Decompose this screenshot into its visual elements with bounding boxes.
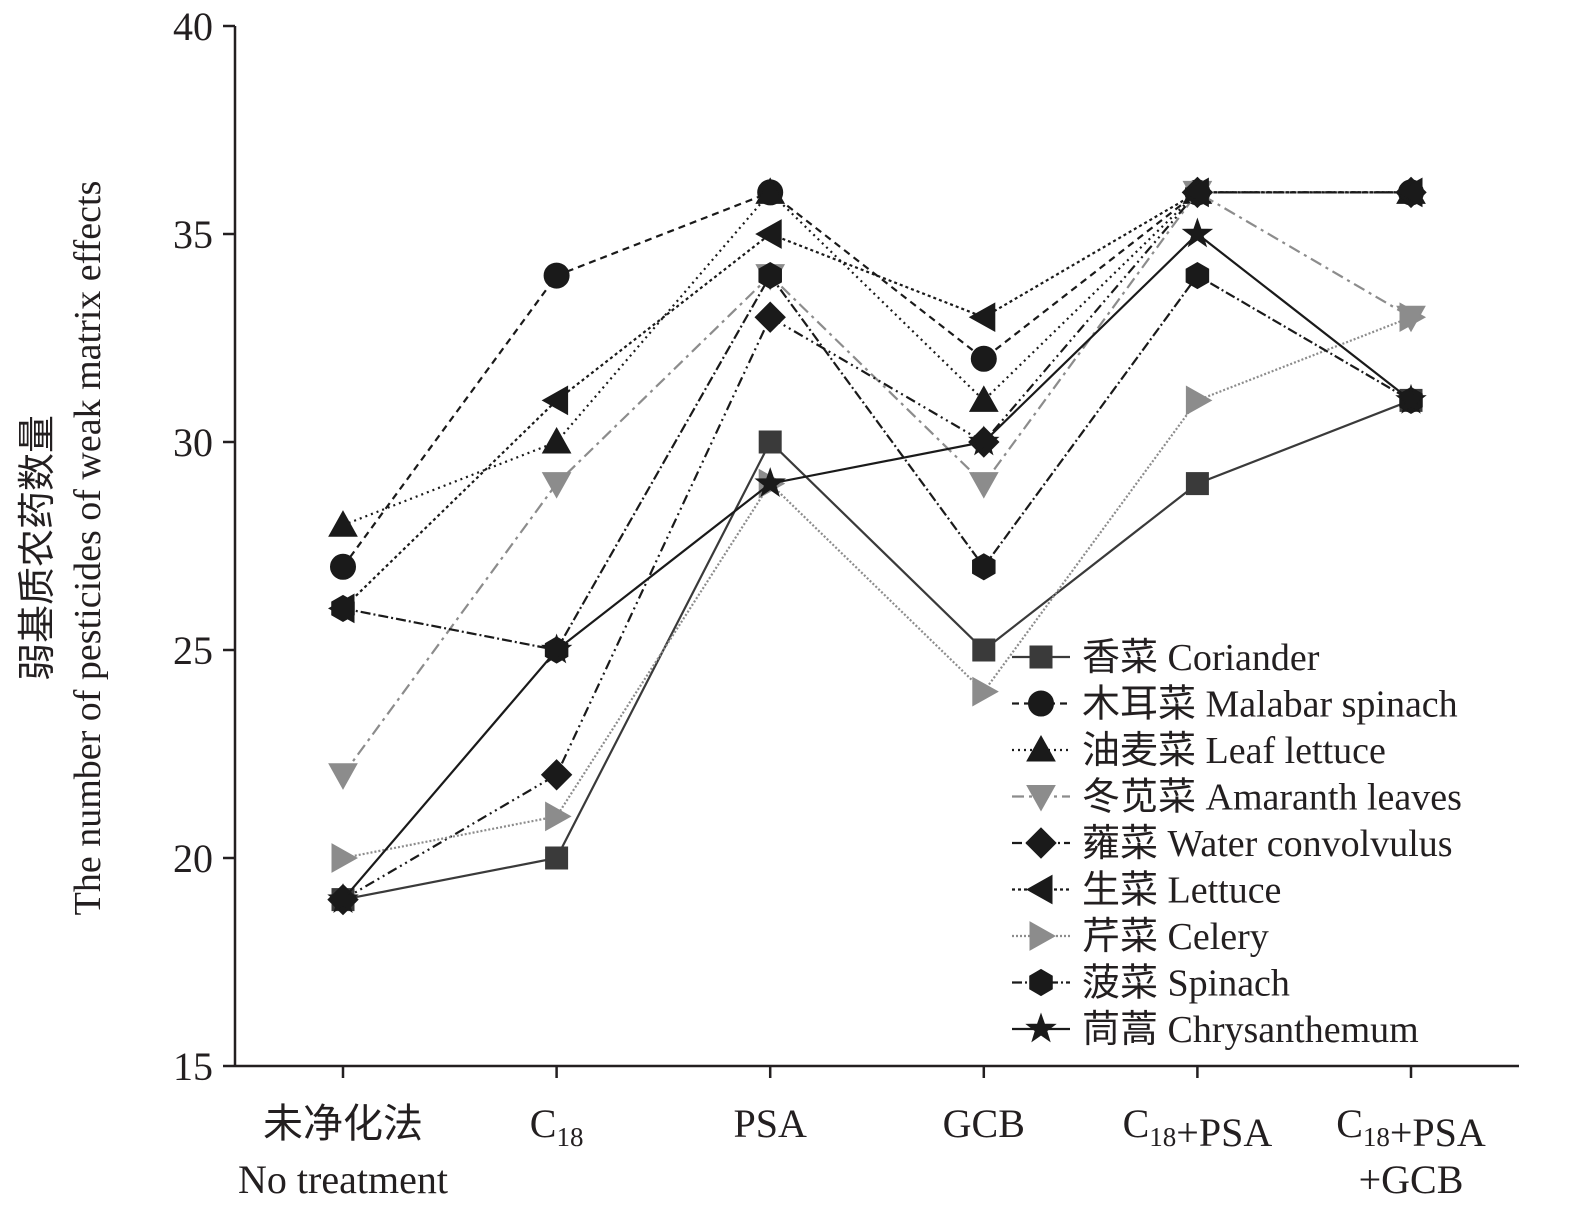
y-tick-label: 30 — [173, 420, 213, 465]
data-point-triangle-left — [755, 219, 782, 249]
legend-label: 菠菜 Spinach — [1082, 963, 1290, 1005]
data-point-diamond — [1025, 827, 1057, 859]
data-point-square — [758, 430, 782, 454]
data-point-triangle-left — [1025, 874, 1053, 905]
x-category-label: GCB — [943, 1101, 1025, 1146]
legend-item: 木耳菜 Malabar spinach — [1012, 684, 1458, 726]
y-tick-label: 40 — [173, 4, 213, 49]
data-point-square — [1185, 472, 1209, 496]
legend-item: 生菜 Lettuce — [1012, 870, 1281, 912]
legend-label: 冬苋菜 Amaranth leaves — [1082, 777, 1462, 819]
series-3 — [328, 177, 1426, 537]
data-point-star — [1395, 383, 1427, 414]
legend-label: 木耳菜 Malabar spinach — [1082, 684, 1458, 726]
legend-label: 茼蒿 Chrysanthemum — [1082, 1009, 1419, 1051]
x-category-label: C18 — [530, 1101, 584, 1152]
data-point-triangle-right — [1029, 921, 1057, 951]
x-category-label: 未净化法 — [263, 1101, 423, 1146]
data-point-star — [968, 425, 1000, 456]
data-point-triangle-up — [968, 385, 999, 412]
data-point-star — [327, 883, 359, 913]
legend-label: 生菜 Lettuce — [1082, 870, 1281, 912]
series-line — [342, 273, 1412, 652]
data-point-star — [540, 633, 573, 664]
legend-label: 蕹菜 Water convolvulus — [1082, 823, 1453, 865]
data-point-triangle-up — [541, 426, 572, 454]
series-layer — [327, 176, 1427, 916]
x-category-label-line2: +GCB — [1359, 1157, 1464, 1202]
series-line — [342, 399, 1412, 901]
series-6 — [327, 177, 1423, 624]
data-point-square — [972, 638, 996, 662]
data-point-triangle-right — [331, 843, 359, 873]
axes — [233, 26, 1519, 1068]
legend-label: 芹菜 Celery — [1082, 916, 1269, 958]
y-tick-label: 20 — [173, 836, 213, 881]
x-category-label-line2: No treatment — [238, 1157, 448, 1202]
legend-label: 香菜 Coriander — [1082, 637, 1320, 679]
x-category-label: C18+PSA — [1336, 1101, 1486, 1155]
legend-item: 香菜 Coriander — [1012, 637, 1320, 679]
data-point-triangle-right — [545, 801, 572, 832]
data-point-circle — [970, 345, 997, 372]
data-point-diamond — [540, 759, 573, 791]
legend-item: 冬苋菜 Amaranth leaves — [1012, 777, 1462, 819]
data-point-triangle-down — [1026, 785, 1056, 812]
series-line — [342, 190, 1411, 527]
data-point-square — [1029, 645, 1053, 669]
data-point-triangle-right — [1185, 385, 1213, 416]
series-line — [342, 191, 1411, 610]
data-point-diamond — [754, 301, 786, 333]
y-axis-title-zh: 弱基质农药数量 — [17, 415, 59, 681]
data-point-circle — [1028, 690, 1054, 717]
data-point-circle — [543, 262, 570, 289]
y-tick-label: 15 — [173, 1044, 213, 1089]
data-point-triangle-up — [1026, 734, 1056, 762]
series-line — [342, 316, 1412, 860]
data-point-triangle-up — [328, 510, 358, 537]
data-point-triangle-left — [541, 385, 569, 416]
data-point-hexagon — [1185, 262, 1210, 290]
y-ticks: 15 20 25 30 35 40 — [173, 4, 235, 1089]
data-point-triangle-right — [1399, 302, 1427, 333]
data-point-triangle-left — [968, 302, 996, 333]
x-category-label: C18+PSA — [1123, 1101, 1273, 1155]
data-point-triangle-down — [328, 763, 358, 790]
legend-item: 蕹菜 Water convolvulus — [1012, 823, 1453, 865]
y-axis-title-en: The number of pesticides of weak matrix … — [67, 181, 109, 916]
data-point-star — [1025, 1012, 1057, 1043]
data-point-triangle-right — [972, 676, 999, 707]
data-point-hexagon — [331, 594, 355, 622]
data-point-triangle-down — [968, 472, 999, 499]
series-7 — [331, 302, 1427, 873]
series-9 — [327, 217, 1427, 913]
legend-item: 芹菜 Celery — [1012, 916, 1269, 958]
y-tick-label: 25 — [173, 628, 213, 673]
legend-item: 油麦菜 Leaf lettuce — [1012, 730, 1386, 772]
series-line — [342, 190, 1412, 776]
data-point-circle — [330, 553, 356, 580]
legend-label: 油麦菜 Leaf lettuce — [1082, 730, 1386, 772]
data-point-square — [545, 846, 569, 870]
y-axis-title: 弱基质农药数量 The number of pesticides of weak… — [17, 181, 109, 916]
data-point-hexagon — [1029, 968, 1053, 997]
y-tick-label: 35 — [173, 212, 213, 257]
data-point-triangle-left — [1182, 177, 1209, 208]
data-point-star — [1181, 217, 1214, 248]
data-point-star — [754, 467, 786, 497]
series-line — [342, 232, 1412, 901]
legend-item: 菠菜 Spinach — [1012, 963, 1290, 1005]
x-category-label: PSA — [734, 1101, 807, 1146]
data-point-triangle-left — [1395, 177, 1423, 208]
data-point-hexagon — [758, 262, 782, 290]
legend-item: 茼蒿 Chrysanthemum — [1012, 1009, 1419, 1051]
data-point-triangle-down — [541, 472, 572, 499]
data-point-hexagon — [972, 553, 996, 581]
data-point-triangle-up — [755, 177, 786, 204]
